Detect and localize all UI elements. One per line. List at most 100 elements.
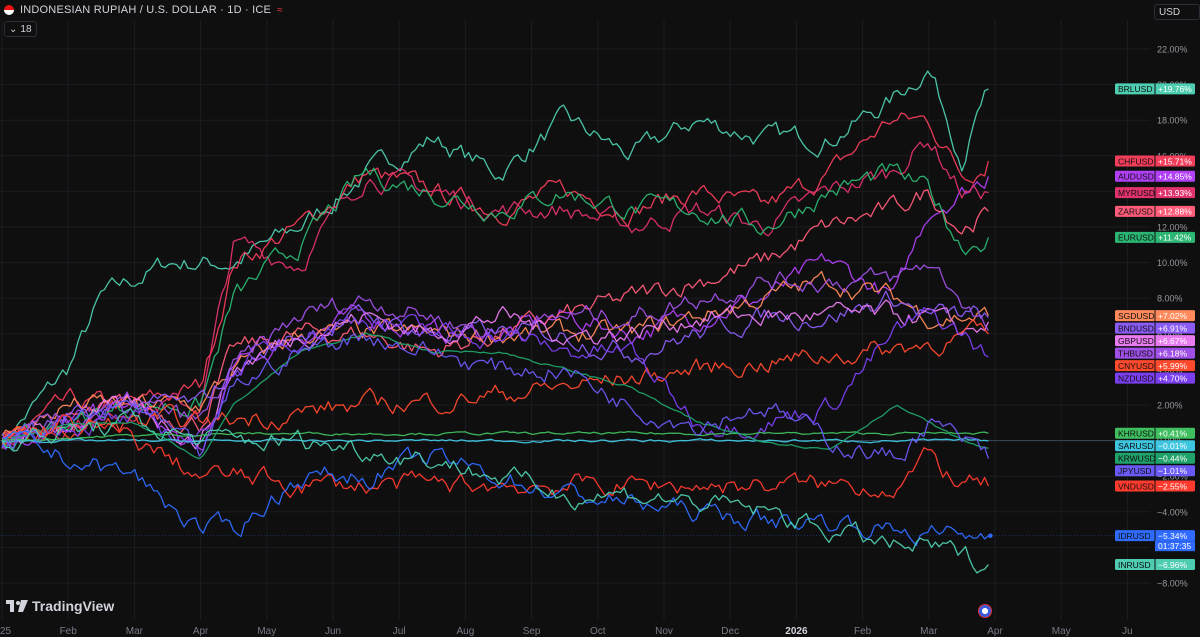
y-tick-label: −2.00% (1157, 472, 1188, 482)
series-line-thbusd (1, 264, 989, 443)
series-value: −6.96% (1158, 560, 1188, 570)
x-tick-label: May (1052, 626, 1071, 637)
series-label-chfusd[interactable]: CHFUSD +15.71% (1115, 155, 1195, 167)
series-name: IDRUSD (1118, 531, 1151, 541)
series-line-vndusd (1, 414, 989, 499)
y-tick-label: 12.00% (1157, 223, 1188, 233)
series-name: AUDUSD (1118, 172, 1154, 182)
series-label-sarusd[interactable]: SARUSD −0.01% (1115, 440, 1195, 452)
series-label-jpyusd[interactable]: JPYUSD −1.01% (1115, 465, 1195, 477)
y-tick-label: 18.00% (1157, 116, 1188, 126)
series-label-zarusd[interactable]: ZARUSD +12.88% (1115, 205, 1195, 217)
series-value: +4.70% (1158, 373, 1188, 383)
tradingview-logo-icon (6, 600, 28, 612)
series-label-bndusd[interactable]: BNDUSD +6.91% (1115, 322, 1195, 334)
series-name: EURUSD (1118, 233, 1154, 243)
series-line-myrusd (1, 141, 989, 449)
series-label-idrusd[interactable]: IDRUSD −5.34% (1115, 530, 1195, 542)
series-value: +7.02% (1158, 311, 1188, 321)
series-line-khrusd (1, 430, 989, 442)
y-tick-label: 8.00% (1157, 294, 1183, 304)
series-label-gbpusd[interactable]: GBPUSD +6.67% (1115, 335, 1195, 347)
series-label-brlusd[interactable]: BRLUSD +19.76% (1115, 83, 1195, 95)
series-value: +15.71% (1158, 156, 1192, 166)
series-value: +13.93% (1158, 188, 1192, 198)
series-label-khrusd[interactable]: KHRUSD +0.41% (1115, 427, 1195, 439)
series-line-krwusd (1, 332, 989, 460)
series-name: BRLUSD (1118, 84, 1152, 94)
symbol-header[interactable]: INDONESIAN RUPIAH / U.S. DOLLAR · 1D · I… (4, 3, 283, 17)
series-line-idrusd (1, 430, 989, 547)
series-label-krwusd[interactable]: KRWUSD −0.44% (1115, 452, 1195, 464)
y-tick-label: −8.00% (1157, 579, 1188, 589)
x-tick-label: Mar (126, 626, 144, 637)
x-tick-label: May (257, 626, 276, 637)
series-line-jpyusd (1, 333, 990, 462)
x-tick-label: Ju (1122, 626, 1133, 637)
countdown-text: 01:37:35 (1158, 541, 1191, 551)
series-label-sgdusd[interactable]: SGDUSD +7.02% (1115, 310, 1195, 322)
indicators-toggle[interactable]: ⌄ 18 (4, 21, 37, 37)
us-flag-icon[interactable] (978, 604, 992, 618)
x-tick-label: Feb (854, 626, 872, 637)
series-value: +6.91% (1158, 323, 1188, 333)
series-name: MYRUSD (1118, 188, 1155, 198)
x-tick-label: Jun (325, 626, 341, 637)
series-value: −0.01% (1158, 441, 1188, 451)
series-line-eurusd (1, 162, 990, 450)
series-label-eurusd[interactable]: EURUSD +11.42% (1115, 231, 1195, 243)
series-name: GBPUSD (1118, 336, 1154, 346)
indicator-count: 18 (20, 23, 32, 35)
series-line-cnyusd (1, 318, 989, 445)
series-line-inrusd (1, 408, 989, 574)
series-name: SGDUSD (1118, 311, 1154, 321)
series-value: −0.44% (1158, 454, 1188, 464)
currency-label: USD (1159, 6, 1181, 18)
x-tick-label: Feb (60, 626, 78, 637)
x-tick-label: Sep (523, 626, 541, 637)
series-name: INRUSD (1118, 560, 1151, 570)
flag-icon (4, 5, 14, 15)
series-line-nzdusd (1, 307, 989, 451)
series-name: NZDUSD (1118, 373, 1153, 383)
x-tick-label: 2026 (785, 626, 808, 637)
series-label-audusd[interactable]: AUDUSD +14.85% (1115, 170, 1195, 182)
series-label-thbusd[interactable]: THBUSD +6.18% (1115, 347, 1195, 359)
series-value: +14.85% (1158, 172, 1192, 182)
y-tick-label: 6.00% (1157, 329, 1183, 339)
series-line-gbpusd (1, 299, 989, 450)
x-tick-label: Apr (193, 626, 209, 637)
series-value: −1.01% (1158, 466, 1188, 476)
x-tick-label: Oct (590, 626, 606, 637)
x-tick-label: Mar (920, 626, 938, 637)
countdown-box (1155, 541, 1195, 552)
series-label-inrusd[interactable]: INRUSD −6.96% (1115, 558, 1195, 570)
series-line-sgdusd (1, 270, 989, 437)
y-tick-label: −4.00% (1157, 507, 1188, 517)
series-value: +6.18% (1158, 348, 1188, 358)
y-tick-label: 10.00% (1157, 258, 1188, 268)
currency-button[interactable]: USD (1154, 4, 1200, 20)
series-name: KHRUSD (1118, 429, 1154, 439)
series-value: +0.41% (1158, 429, 1188, 439)
series-value: −2.55% (1158, 481, 1188, 491)
series-name: KRWUSD (1118, 454, 1156, 464)
x-tick-label: Apr (987, 626, 1003, 637)
series-name: VNDUSD (1118, 481, 1154, 491)
x-tick-label: Jul (393, 626, 406, 637)
y-tick-label: 2.00% (1157, 401, 1183, 411)
series-label-nzdusd[interactable]: NZDUSD +4.70% (1115, 372, 1195, 384)
logo-text: TradingView (32, 598, 115, 614)
tradingview-logo[interactable]: TradingView (6, 598, 114, 614)
live-icon: ≈ (277, 4, 283, 16)
series-label-vndusd[interactable]: VNDUSD −2.55% (1115, 480, 1195, 492)
series-name: THBUSD (1118, 348, 1153, 358)
series-value: +6.67% (1158, 336, 1188, 346)
series-value: +19.76% (1158, 84, 1192, 94)
series-label-myrusd[interactable]: MYRUSD +13.93% (1115, 187, 1195, 199)
series-name: SARUSD (1118, 441, 1153, 451)
x-tick-label: 25 (0, 626, 12, 637)
series-label-cnyusd[interactable]: CNYUSD +5.99% (1115, 360, 1195, 372)
